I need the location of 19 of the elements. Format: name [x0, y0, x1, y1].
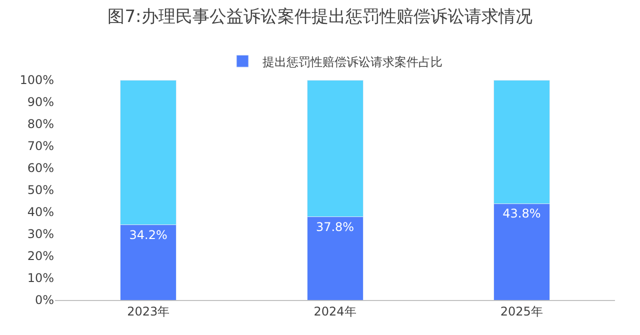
y-tick-label: 70%	[27, 139, 54, 154]
data-label: 37.8%	[316, 220, 354, 234]
data-label: 34.2%	[129, 228, 168, 242]
x-tick-label: 2023年	[127, 304, 170, 318]
y-tick-label: 100%	[20, 73, 54, 88]
y-tick-label: 90%	[27, 95, 54, 110]
y-tick-label: 20%	[27, 249, 54, 264]
x-tick-label: 2024年	[314, 304, 356, 318]
data-label: 43.8%	[502, 206, 541, 221]
y-tick-label: 40%	[27, 205, 54, 220]
y-tick-label: 0%	[34, 293, 54, 308]
y-tick-label: 10%	[27, 271, 54, 286]
legend-label: 提出惩罚性赔偿诉讼请求案件占比	[262, 54, 442, 69]
y-tick-label: 60%	[27, 161, 54, 176]
x-tick-label: 2025年	[500, 304, 543, 318]
y-tick-label: 50%	[27, 183, 54, 198]
y-tick-label: 80%	[27, 117, 54, 132]
y-tick-label: 30%	[27, 227, 54, 242]
chart-title: 图7:办理民事公益诉讼案件提出惩罚性赔偿诉讼请求情况	[108, 6, 532, 27]
